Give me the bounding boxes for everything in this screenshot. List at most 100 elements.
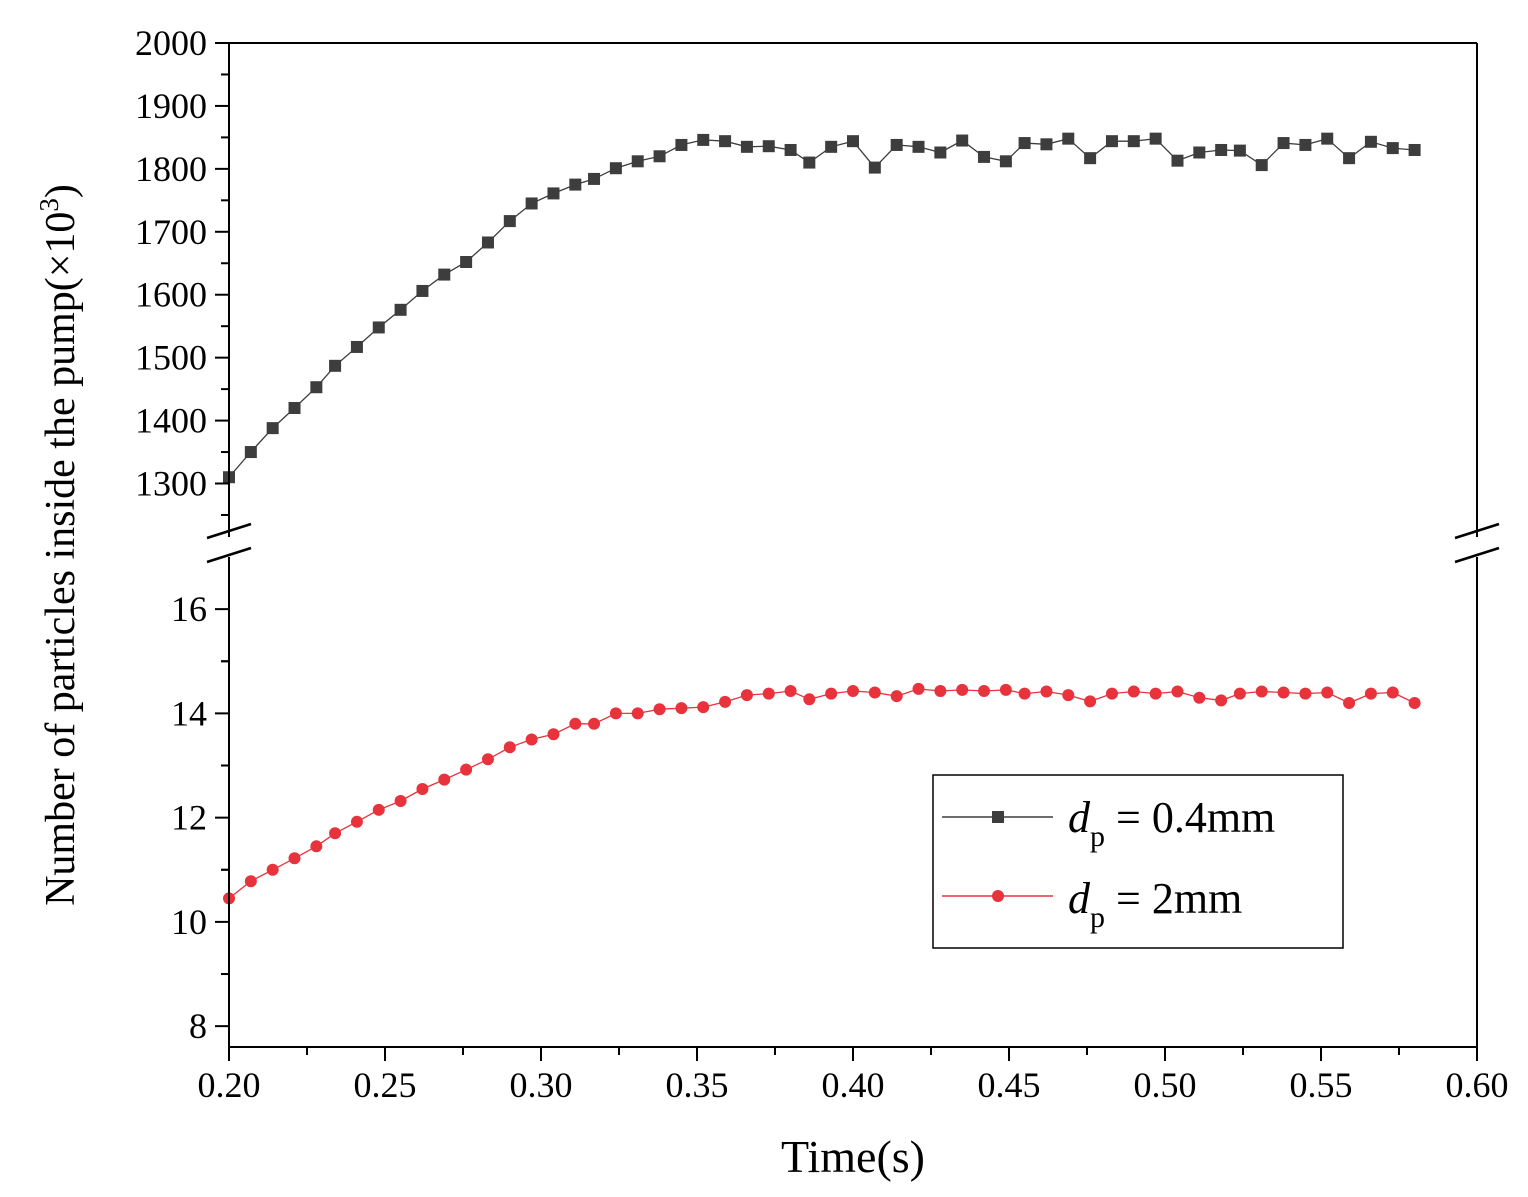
data-point-0	[416, 284, 429, 297]
legend-label-0-sub: p	[1090, 820, 1105, 853]
data-point-1	[525, 733, 538, 746]
data-point-0	[1127, 135, 1140, 148]
ticks-layer: 0.20 0.25 0.30 0.35 0.40 0.45 0.50 0.55 0.60 1300…	[135, 23, 1509, 1105]
data-point-1	[868, 686, 881, 699]
x-tick-label: 0.45	[978, 1065, 1041, 1105]
data-point-0	[1343, 152, 1356, 165]
y-tick-label-lower: 10	[171, 902, 207, 942]
data-point-1	[1386, 686, 1399, 699]
data-point-1	[547, 728, 560, 741]
data-point-1	[1105, 687, 1118, 700]
x-tick-label: 0.60	[1446, 1065, 1509, 1105]
y-tick-label-upper: 1300	[135, 464, 207, 504]
legend-label-0-var: d	[1068, 793, 1091, 842]
data-point-1	[1084, 695, 1097, 708]
data-point-1	[999, 683, 1012, 696]
data-point-0	[394, 303, 407, 316]
data-point-1	[1127, 685, 1140, 698]
axis-break-right-upper	[1454, 522, 1500, 540]
data-point-1	[416, 782, 429, 795]
data-point-1	[803, 693, 816, 706]
y-tick-label-upper: 1500	[135, 338, 207, 378]
data-point-0	[847, 135, 859, 148]
data-point-1	[460, 763, 473, 776]
data-point-1	[569, 717, 582, 730]
data-point-1	[956, 683, 969, 696]
data-point-0	[956, 134, 969, 147]
data-point-1	[1343, 696, 1356, 709]
data-point-0	[999, 155, 1012, 168]
axis-break-left-lower	[206, 546, 252, 564]
data-point-1	[588, 717, 601, 730]
data-point-1	[1040, 685, 1053, 698]
data-point-1	[1321, 686, 1334, 699]
data-point-1	[1408, 696, 1421, 709]
legend: dp = 0.4mm dp = 2mm	[932, 774, 1344, 949]
data-point-0	[1321, 132, 1334, 145]
data-point-0	[438, 268, 451, 281]
data-point-0	[934, 146, 947, 159]
y-tick-label-lower: 8	[189, 1006, 207, 1046]
x-tick-label: 0.40	[822, 1065, 885, 1105]
data-point-1	[1277, 686, 1290, 699]
data-point-0	[1171, 154, 1184, 167]
data-point-0	[244, 446, 257, 459]
data-point-0	[547, 187, 560, 200]
y-tick-label-upper: 2000	[135, 23, 207, 63]
data-point-1	[481, 753, 494, 766]
data-point-1	[719, 695, 732, 708]
data-point-0	[762, 140, 775, 153]
data-point-0	[1233, 144, 1246, 157]
legend-label-1-sub: p	[1090, 901, 1105, 934]
data-point-1	[244, 875, 257, 888]
axis-break-right-lower	[1454, 546, 1500, 564]
series-layer	[223, 132, 1421, 905]
data-point-1	[438, 773, 451, 786]
data-point-0	[609, 162, 622, 175]
axis-break-left-upper	[206, 522, 252, 540]
data-point-0	[803, 156, 816, 169]
legend-marker-1	[992, 890, 1004, 902]
data-point-0	[653, 150, 666, 163]
y-tick-label-upper: 1600	[135, 275, 207, 315]
data-point-0	[310, 381, 323, 394]
data-point-0	[1255, 159, 1268, 172]
data-point-1	[978, 684, 991, 697]
data-point-0	[266, 422, 279, 435]
data-point-0	[912, 140, 925, 153]
y-axis-title-main: Number of particles inside the pump(×10	[38, 212, 84, 906]
data-point-1	[740, 689, 753, 702]
data-point-0	[588, 172, 601, 185]
x-tick-label: 0.25	[354, 1065, 417, 1105]
y-axis-title: Number of particles inside the pump(×103…	[34, 184, 84, 906]
data-point-0	[1084, 152, 1097, 165]
data-point-1	[934, 684, 947, 697]
data-point-1	[394, 794, 407, 807]
data-point-1	[631, 707, 644, 720]
data-point-0	[288, 401, 301, 414]
y-tick-label-upper: 1400	[135, 401, 207, 441]
x-tick-label: 0.20	[198, 1065, 261, 1105]
data-point-1	[1062, 689, 1075, 702]
data-point-1	[1193, 691, 1206, 704]
data-point-0	[978, 150, 991, 163]
y-tick-label-lower: 12	[171, 798, 207, 838]
data-point-1	[1215, 694, 1228, 707]
data-point-0	[1040, 138, 1053, 151]
y-tick-label-upper: 1700	[135, 212, 207, 252]
data-point-0	[784, 143, 797, 156]
data-point-0	[372, 321, 385, 334]
x-axis-title: Time(s)	[781, 1131, 925, 1182]
legend-label-0-rest: = 0.4mm	[1105, 793, 1275, 842]
legend-box	[932, 774, 1344, 949]
data-point-0	[1105, 135, 1118, 148]
data-point-0	[1062, 132, 1075, 145]
data-point-1	[1255, 685, 1268, 698]
data-point-1	[1233, 687, 1246, 700]
data-point-1	[825, 687, 838, 700]
data-point-0	[1277, 137, 1290, 150]
y-axis-title-sup: 3	[34, 198, 64, 212]
axes-layer	[206, 42, 1500, 1048]
data-point-0	[329, 359, 342, 372]
data-point-1	[1171, 685, 1184, 698]
